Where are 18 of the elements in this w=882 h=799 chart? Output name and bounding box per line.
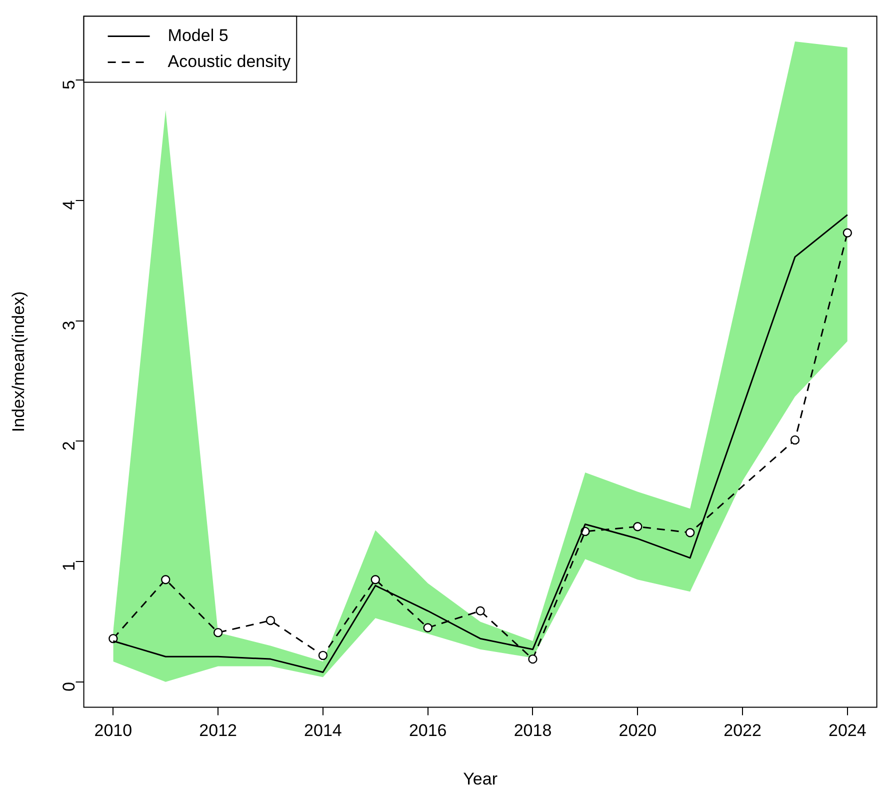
y-tick-label: 5 (59, 80, 78, 90)
legend-label: Model 5 (168, 26, 228, 45)
x-axis-title: Year (463, 769, 498, 788)
legend-label: Acoustic density (168, 52, 292, 71)
x-tick-label: 2024 (828, 721, 866, 740)
x-tick-label: 2020 (618, 721, 657, 740)
y-axis-title: Index/mean(index) (8, 291, 28, 432)
y-tick-label: 1 (59, 562, 78, 572)
x-tick-label: 2016 (408, 721, 447, 740)
y-tick-label: 0 (59, 682, 78, 692)
x-tick-label: 2014 (304, 721, 342, 740)
x-tick-label: 2022 (724, 721, 762, 740)
y-tick-label: 3 (59, 320, 78, 330)
y-tick-label: 4 (59, 200, 78, 210)
x-tick-label: 2018 (514, 721, 552, 740)
x-tick-label: 2010 (94, 721, 132, 740)
y-tick-label: 2 (59, 441, 78, 451)
x-tick-label: 2012 (199, 721, 237, 740)
